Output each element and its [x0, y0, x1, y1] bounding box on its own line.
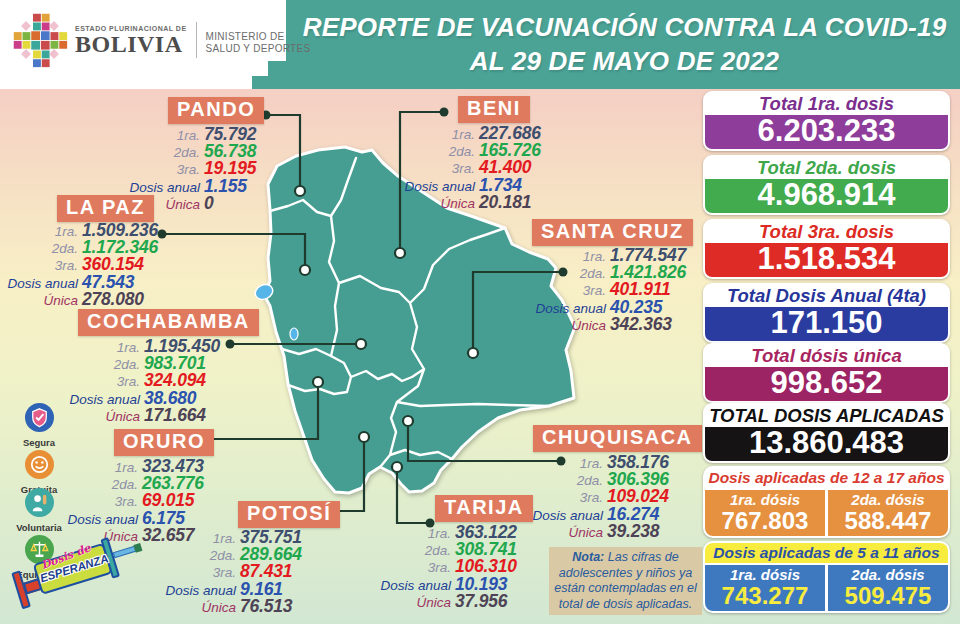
total-1st-dose-label: Total 1ra. dosis — [705, 93, 948, 115]
dept-stats-lapaz: 1ra.1.509.236 2da.1.172.346 3ra.360.154 … — [0, 220, 158, 306]
dept-stats-chuquisaca: 1ra.358.176 2da.306.396 3ra.109.024 Dosi… — [518, 452, 669, 538]
shield-check-icon — [25, 403, 54, 432]
total-3rd-dose-box: Total 3ra. dosis 1.518.534 — [703, 219, 950, 279]
age-12-17-second-dose-cell: 2da. dósis 588.447 — [828, 490, 948, 536]
age-5-11-second-dose-cell: 2da. dósis 509.475 — [828, 565, 948, 611]
total-3rd-dose-label: Total 3ra. dosis — [705, 221, 948, 243]
total-2nd-dose-value: 4.968.914 — [705, 179, 948, 213]
total-single-dose-label: Total dósis única — [705, 345, 948, 367]
dept-header-potosi: POTOSÍ — [238, 501, 340, 528]
lake-poopo — [290, 328, 298, 340]
dept-header-lapaz: LA PAZ — [57, 195, 154, 222]
total-1st-dose-value: 6.203.233 — [705, 115, 948, 149]
raised-hand-icon — [25, 488, 54, 517]
dept-header-beni: BENI — [458, 96, 530, 123]
total-1st-dose-box: Total 1ra. dosis 6.203.233 — [703, 91, 950, 151]
dept-stats-potosi: 1ra.375.751 2da.289.664 3ra.87.431 Dosis… — [151, 527, 302, 613]
total-2nd-dose-label: Total 2da. dosis — [705, 157, 948, 179]
total-2nd-dose-box: Total 2da. dosis 4.968.914 — [703, 155, 950, 215]
age-12-17-first-dose-cell: 1ra. dósis 767.803 — [705, 490, 825, 536]
age-5-11-first-dose-cell: 1ra. dósis 743.277 — [705, 565, 825, 611]
age-group-12-17-box: Dosis aplicadas de 12 a 17 años 1ra. dós… — [703, 466, 950, 538]
dept-stats-tarija: 1ra.363.122 2da.308.741 3ra.106.310 Dosi… — [366, 522, 517, 608]
dept-stats-santacruz: 1ra.1.774.547 2da.1.421.826 3ra.401.911 … — [521, 245, 686, 331]
smiley-icon — [25, 450, 54, 479]
age-group-5-11-box: Dosis aplicadas de 5 a 11 años 1ra. dósi… — [703, 541, 950, 613]
total-single-dose-box: Total dósis única 998.652 — [703, 343, 950, 403]
age-group-12-17-title: Dosis aplicadas de 12 a 17 años — [705, 468, 948, 488]
total-applied-doses-box: TOTAL DOSIS APLICADAS 13.860.483 — [703, 403, 950, 463]
total-applied-doses-label: TOTAL DOSIS APLICADAS — [705, 405, 948, 427]
note-box: Nota: Las cifras de adolescentes y niños… — [549, 547, 702, 615]
total-annual-dose-value: 171.150 — [705, 307, 948, 341]
dept-stats-cochabamba: 1ra.1.195.450 2da.983.701 3ra.324.094 Do… — [55, 336, 220, 422]
dept-stats-beni: 1ra.227.686 2da.165.726 3ra.41.400 Dosis… — [390, 123, 541, 209]
age-group-5-11-title: Dosis aplicadas de 5 a 11 años — [705, 543, 948, 563]
principle-voluntaria: Voluntaria — [8, 488, 70, 533]
dept-header-cochabamba: COCHABAMBA — [78, 309, 259, 336]
note-title: Nota: — [572, 550, 604, 564]
principle-segura: Segura — [8, 403, 70, 448]
dept-header-chuquisaca: CHUQUISACA — [533, 425, 702, 452]
total-annual-dose-label: Total Dosis Anual (4ta) — [705, 285, 948, 307]
dept-header-santacruz: SANTA CRUZ — [532, 219, 693, 246]
total-3rd-dose-value: 1.518.534 — [705, 243, 948, 277]
dept-header-oruro: ORURO — [114, 429, 214, 456]
total-single-dose-value: 998.652 — [705, 367, 948, 401]
total-annual-dose-box: Total Dosis Anual (4ta) 171.150 — [703, 283, 950, 343]
total-applied-doses-value: 13.860.483 — [705, 427, 948, 461]
vaccination-report-page: ESTADO PLURINACIONAL DE BOLIVIA MINISTER… — [0, 0, 960, 624]
dept-header-pando: PANDO — [168, 97, 264, 124]
